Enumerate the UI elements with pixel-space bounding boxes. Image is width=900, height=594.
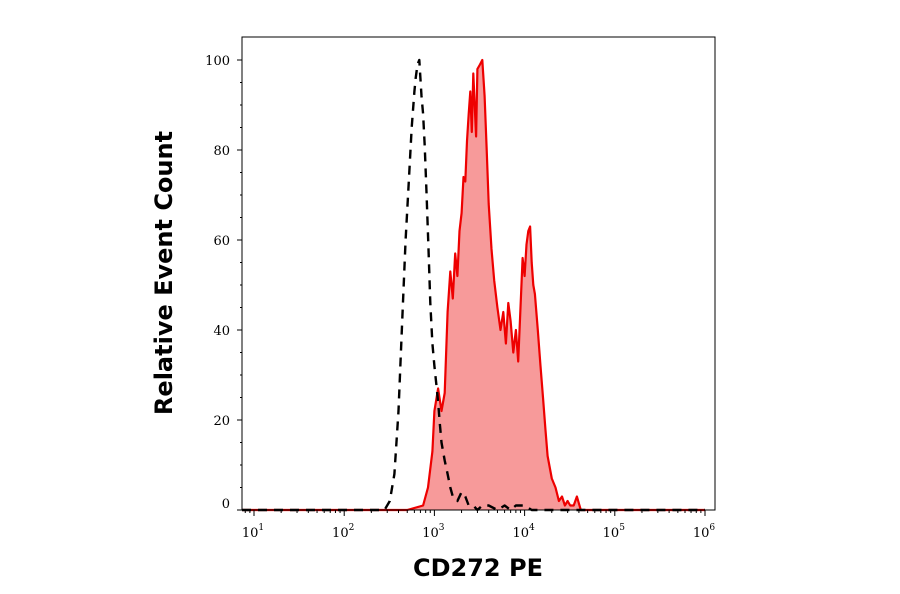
- series-line-control: [242, 58, 705, 512]
- x-tick-label: 105: [603, 523, 626, 541]
- y-tick-label: 80: [213, 144, 230, 159]
- y-tick-label: 20: [213, 414, 230, 429]
- x-tick-label: 106: [693, 523, 716, 541]
- y-tick-label: 100: [205, 54, 230, 69]
- series-line-stained: [242, 58, 705, 512]
- x-tick-label: 102: [332, 523, 354, 541]
- y-tick-label: 0: [222, 497, 230, 512]
- y-axis-title: Relative Event Count: [150, 131, 178, 415]
- plot-frame: [241, 36, 716, 511]
- series-layer: [242, 58, 715, 512]
- x-axis-title: CD272 PE: [413, 554, 543, 582]
- series-fill-stained: [242, 60, 715, 510]
- x-tick-label: 103: [422, 523, 445, 541]
- x-tick-label: 101: [242, 523, 264, 541]
- y-tick-label: 60: [213, 234, 230, 249]
- x-tick-label: 104: [512, 523, 535, 541]
- y-tick-label: 40: [213, 324, 230, 339]
